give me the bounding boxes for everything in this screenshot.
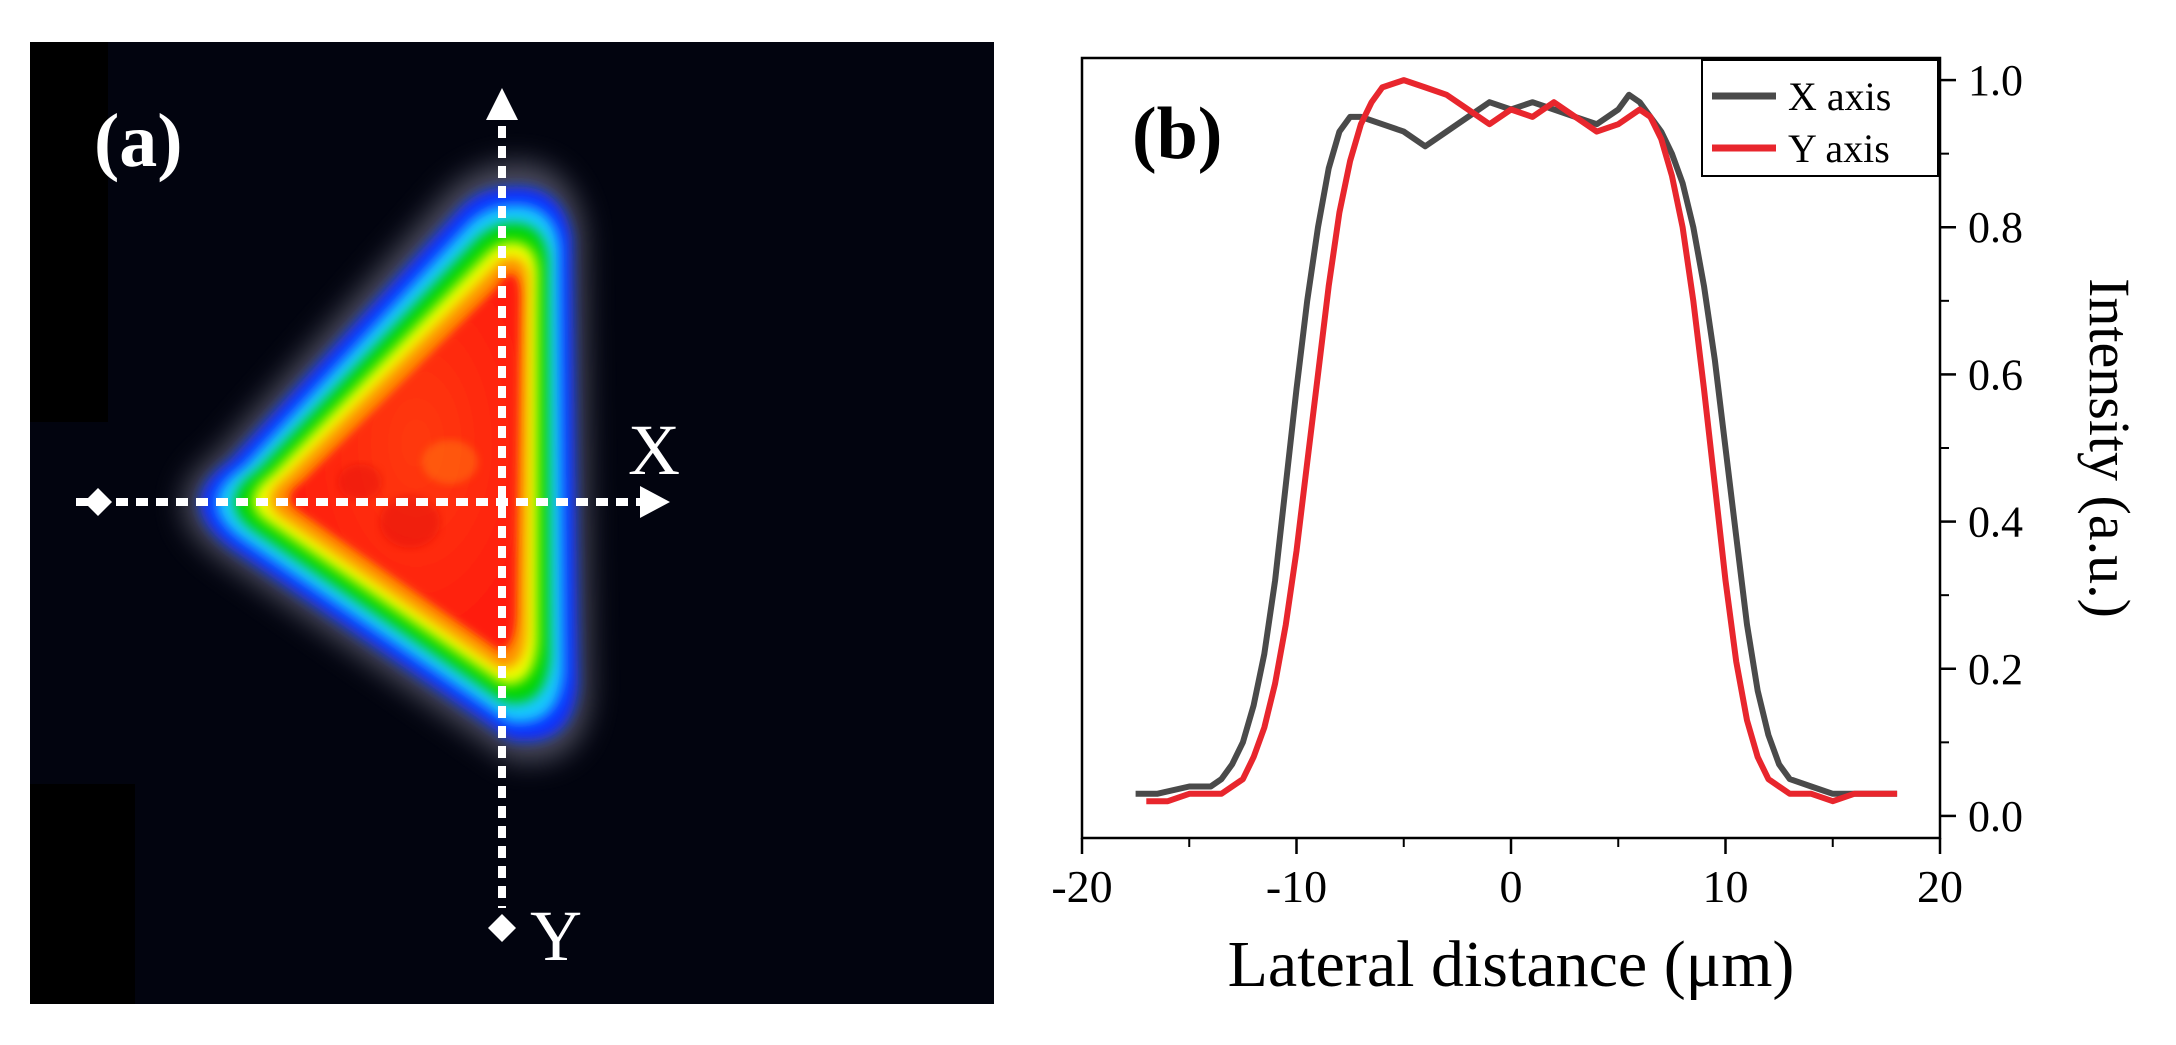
hot-spot-1 [422, 440, 478, 484]
y-tick-label: 0.2 [1968, 645, 2023, 694]
y-ticks: 0.0 0.2 0.4 0.6 0.8 1.0 [1940, 56, 2023, 841]
y-tick-label: 0.6 [1968, 350, 2023, 399]
x-direction-label: X [628, 410, 680, 490]
x-tick-label: -20 [1051, 861, 1112, 912]
x-ticks: -20 -10 0 10 20 [1051, 838, 1963, 912]
series-line-y-axis [1146, 77, 1898, 805]
y-direction-label: Y [530, 896, 582, 976]
y-axis-arrowhead [486, 88, 518, 120]
y-axis-title: Intensity (a.u.) [2077, 278, 2142, 618]
hot-spot-3 [338, 464, 382, 500]
y-tick-label: 0.8 [1968, 203, 2023, 252]
legend-label-y-axis: Y axis [1788, 126, 1890, 171]
panel-a-intensity-map: (a) X Y [30, 42, 994, 1004]
x-tick-label: -10 [1266, 861, 1327, 912]
y-tick-label: 0.0 [1968, 792, 2023, 841]
y-tick-label: 0.4 [1968, 498, 2023, 547]
x-axis-arrowhead [640, 486, 670, 518]
legend-box [1701, 59, 1939, 177]
x-tick-label: 0 [1500, 861, 1523, 912]
hot-spot-2 [380, 496, 440, 548]
map-dark-edge-bottom [30, 784, 135, 1004]
triangle-red-core [289, 274, 520, 651]
plot-layer [1135, 77, 1898, 805]
intensity-map-svg: (a) X Y [30, 42, 994, 1004]
panel-a-label: (a) [94, 99, 183, 183]
legend: X axis Y axis [1701, 59, 1939, 177]
chart-svg: -20 -10 0 10 20 0.0 0.2 0.4 0.6 0.8 1.0 (b) Later… [1051, 56, 2142, 1001]
x-tick-label: 20 [1917, 861, 1963, 912]
y-tick-label: 1.0 [1968, 56, 2023, 105]
x-tick-label: 10 [1703, 861, 1749, 912]
y-axis-diamond-marker [488, 914, 516, 942]
x-axis-title: Lateral distance (μm) [1228, 928, 1795, 1001]
map-dark-edge-top [30, 42, 108, 422]
legend-label-x-axis: X axis [1788, 74, 1891, 119]
series-line-x-axis [1135, 91, 1898, 797]
panel-b-line-chart: -20 -10 0 10 20 0.0 0.2 0.4 0.6 0.8 1.0 (b) Later… [1000, 0, 2176, 1040]
panel-b-label: (b) [1132, 93, 1222, 175]
x-axis-diamond-marker [84, 488, 112, 516]
